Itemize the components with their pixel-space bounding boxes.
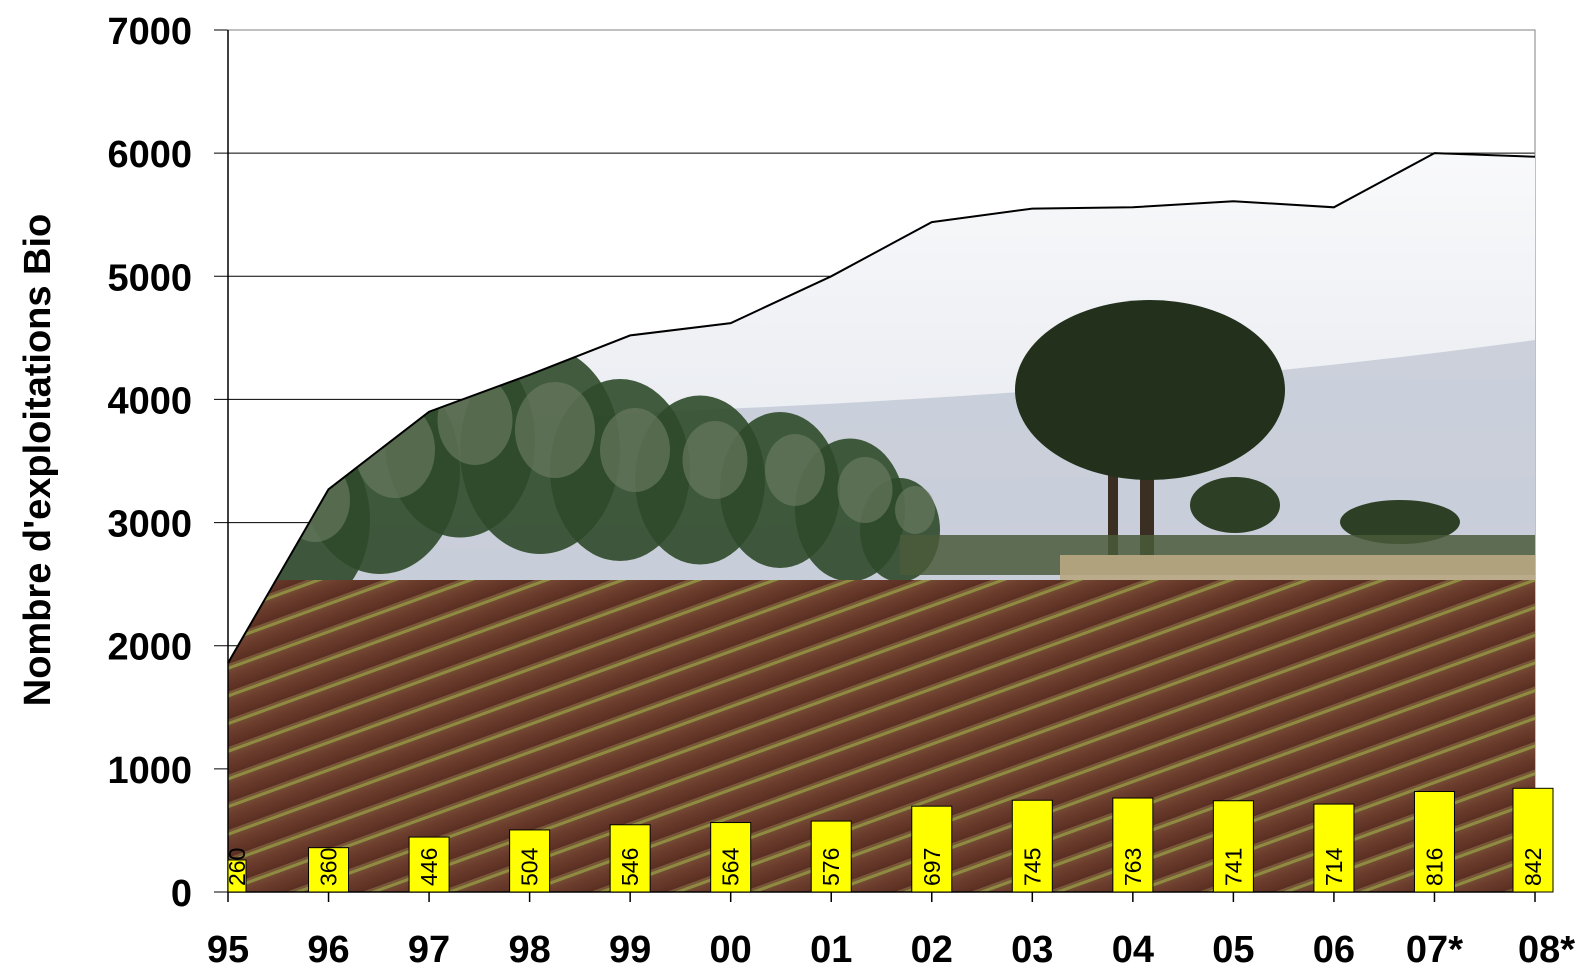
bar: [710, 822, 752, 893]
tree-highlight: [765, 434, 825, 506]
bar-value-label: 816: [1421, 848, 1447, 886]
tree-highlight: [437, 375, 513, 465]
y-tick-label: 7000: [107, 11, 192, 53]
x-tick-label: 01: [810, 929, 852, 971]
x-tick-label: 04: [1112, 929, 1154, 971]
bar-value-label: 360: [316, 848, 342, 886]
x-tick-label: 95: [207, 929, 249, 971]
bar-value-label: 564: [718, 847, 744, 886]
bar: [1011, 799, 1053, 893]
x-tick-label: 00: [710, 929, 752, 971]
bar: [509, 829, 551, 893]
bar-value-label: 741: [1220, 848, 1246, 886]
x-tick-label: 96: [307, 929, 349, 971]
bar: [1112, 797, 1154, 893]
tree-highlight: [837, 457, 893, 523]
bar: [227, 859, 247, 893]
tree-trunk: [1108, 470, 1118, 555]
bar: [1313, 803, 1355, 893]
data-labels: 260 360 446 504 546 564 576 697 745 763 741 714 816 8…: [224, 847, 1546, 886]
bar-value-label: 446: [416, 848, 442, 886]
x-tick-label: 98: [508, 929, 550, 971]
bar-value-label: 842: [1520, 848, 1546, 886]
area-outline: [227, 152, 1536, 664]
bar: [609, 824, 651, 893]
bar-value-label: 576: [818, 848, 844, 886]
y-tick-label: 4000: [107, 380, 192, 422]
x-tick-label: 08*: [1518, 929, 1575, 971]
x-tick-label: 97: [408, 929, 450, 971]
tree-highlight: [895, 486, 935, 534]
y-axis-label: Nombre d'exploitations Bio: [17, 214, 59, 707]
x-tick-label: 99: [609, 929, 651, 971]
bar: [911, 805, 953, 893]
bar-value-label: 697: [919, 848, 945, 886]
x-tick-label: 05: [1212, 929, 1254, 971]
bar: [1413, 791, 1455, 893]
x-tick-label: 07*: [1406, 929, 1463, 971]
bar-value-label: 745: [1019, 848, 1045, 886]
tree-highlight: [515, 382, 595, 478]
y-tick-label: 0: [171, 873, 192, 915]
tree-foliage: [1015, 300, 1285, 480]
bar-value-label: 504: [517, 847, 543, 886]
y-tick-label: 5000: [107, 257, 192, 299]
bar-value-label: 763: [1120, 848, 1146, 886]
bar: [1512, 787, 1554, 893]
x-tick-label: 06: [1313, 929, 1355, 971]
bar: [1212, 800, 1254, 893]
y-tick-label: 1000: [107, 750, 192, 792]
y-tick-label: 6000: [107, 134, 192, 176]
tree-highlight: [600, 408, 670, 492]
tree-foliage: [1190, 477, 1280, 533]
bar: [408, 836, 450, 893]
tree-foliage: [1340, 500, 1460, 544]
bar-value-label: 714: [1321, 847, 1347, 886]
area-series: [228, 153, 1535, 892]
y-tick-label: 2000: [107, 627, 192, 669]
x-tick-label: 03: [1011, 929, 1053, 971]
x-tick-label: 02: [911, 929, 953, 971]
bar: [308, 847, 350, 893]
x-ticks: 95 96 97 98 99 00 01 02 03 04 05 06 07* 08*: [207, 892, 1575, 971]
bars: [227, 787, 1554, 893]
bar-value-label: 546: [617, 848, 643, 886]
y-tick-label: 3000: [107, 504, 192, 546]
y-ticks: 0 1000 2000 3000 4000 5000 6000 7000: [107, 11, 192, 915]
tree-highlight: [280, 458, 350, 542]
tree-highlight: [682, 421, 748, 499]
bar-value-label: 260: [224, 848, 250, 886]
bar: [810, 820, 852, 893]
